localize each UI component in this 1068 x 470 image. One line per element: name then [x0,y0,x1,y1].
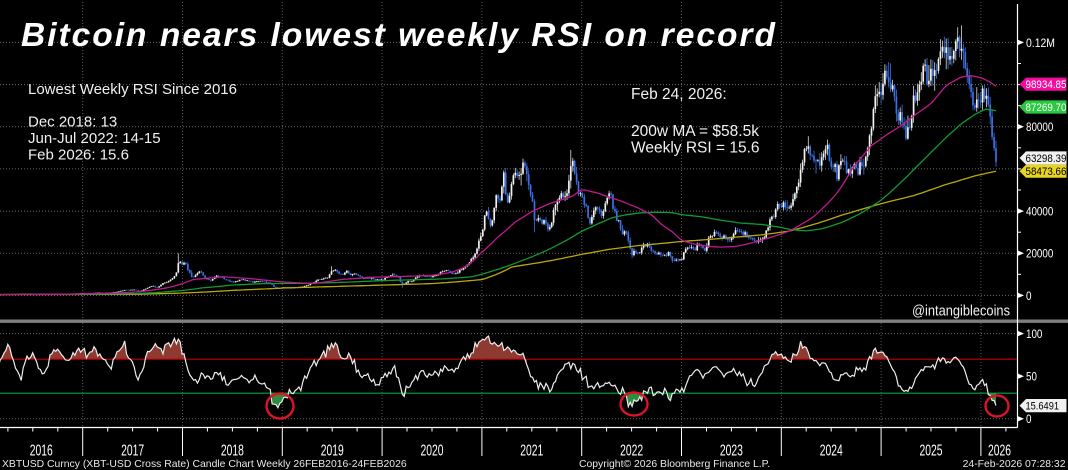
svg-text:Weekly RSI = 15.6: Weekly RSI = 15.6 [631,140,760,157]
svg-text:100: 100 [1026,327,1043,341]
svg-text:Copyright© 2026 Bloomberg Fina: Copyright© 2026 Bloomberg Finance L.P. [579,459,770,470]
svg-text:Jun-Jul 2022: 14-15: Jun-Jul 2022: 14-15 [28,130,161,147]
svg-text:40000: 40000 [1026,205,1053,219]
svg-text:XBTUSD Curncy (XBT-USD Cross R: XBTUSD Curncy (XBT-USD Cross Rate) Candl… [2,459,407,470]
svg-text:2023: 2023 [720,443,743,460]
svg-text:2017: 2017 [121,443,144,460]
svg-text:2016: 2016 [30,443,53,460]
svg-text:2018: 2018 [221,443,244,460]
svg-text:2022: 2022 [620,443,643,460]
svg-text:58473.66: 58473.66 [1026,166,1067,178]
svg-text:Feb 24, 2026:: Feb 24, 2026: [631,86,727,103]
svg-text:63298.39: 63298.39 [1026,153,1067,165]
svg-text:0: 0 [1026,412,1032,426]
svg-text:80000: 80000 [1026,120,1053,134]
svg-text:15.6491: 15.6491 [1026,401,1060,413]
svg-text:2021: 2021 [520,443,543,460]
svg-text:0.12M: 0.12M [1026,36,1055,50]
svg-text:Bitcoin nears lowest weekly RS: Bitcoin nears lowest weekly RSI on recor… [21,17,777,54]
svg-text:@intangiblecoins: @intangiblecoins [912,303,1010,320]
svg-text:Lowest Weekly RSI Since 2016: Lowest Weekly RSI Since 2016 [28,81,237,98]
svg-text:50: 50 [1026,370,1037,384]
svg-text:2025: 2025 [920,443,943,460]
svg-text:87269.70: 87269.70 [1026,102,1067,114]
svg-text:Feb 2026: 15.6: Feb 2026: 15.6 [28,147,129,164]
svg-text:Dec 2018: 13: Dec 2018: 13 [28,114,117,131]
svg-text:0: 0 [1026,289,1032,303]
svg-text:98934.85: 98934.85 [1026,79,1067,91]
svg-text:2026: 2026 [988,443,1011,460]
svg-text:2024: 2024 [820,443,843,460]
svg-text:2019: 2019 [321,443,344,460]
svg-text:2020: 2020 [421,443,444,460]
svg-text:200w MA = $58.5k: 200w MA = $58.5k [631,123,759,140]
svg-text:20000: 20000 [1026,247,1053,261]
svg-text:24-Feb-2026 07:28:32: 24-Feb-2026 07:28:32 [963,459,1066,470]
